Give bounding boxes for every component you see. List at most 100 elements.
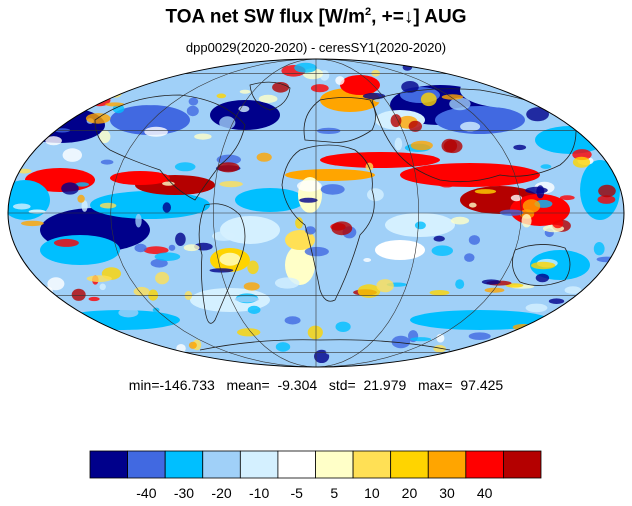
africa-coast [281,144,375,302]
flux-speckle [421,165,443,172]
south-america-coast [198,203,246,324]
colorbar-tick-label: -10 [249,485,269,501]
flux-blob [400,265,500,295]
flux-blob [320,152,440,168]
flux-speckle [186,105,199,117]
flux-speckle [219,252,241,266]
flux-speckle [510,194,522,202]
flux-speckle [188,341,197,349]
flux-speckle [468,235,480,245]
flux-speckle [598,184,616,198]
flux-blob [110,105,190,135]
min-value: -146.733 [159,377,215,393]
flux-speckle [367,188,384,202]
flux-speckle [505,283,524,288]
meridian-line [315,59,522,367]
flux-speckle [391,335,411,349]
flux-speckle [162,202,171,213]
flux-speckle [484,287,505,293]
flux-speckle [390,114,402,128]
flux-speckle [219,181,243,188]
flux-speckle [304,226,316,235]
plot-subtitle: dpp0029(2020-2020) - ceresSY1(2020-2020) [185,40,447,55]
flux-speckle [272,82,290,93]
flux-speckle [234,296,259,303]
flux-speckle [325,349,334,355]
flux-speckle [81,200,88,212]
flux-speckle [175,232,186,246]
flux-speckle [118,308,139,318]
colorbar-box [315,450,354,479]
flux-speckle [371,69,381,77]
flux-speckle [247,305,261,314]
europe-coast [303,97,376,143]
flux-speckle [314,349,330,363]
colorbar-labels: -40 -30 -20 -10 -5 5 10 20 30 40 [136,485,492,501]
flux-speckle [294,62,317,73]
flux-speckle [144,126,168,137]
colorbar-tick-label: -20 [211,485,231,501]
flux-speckle [174,162,196,172]
flux-speckle [481,279,501,285]
flux-speckle [304,78,321,83]
flux-speckle [168,244,176,251]
flux-speckle [128,250,137,262]
flux-speckle [258,94,278,103]
flux-blob [340,75,380,95]
flux-speckle [155,271,170,285]
flux-speckle [212,231,236,241]
north-america-coast [94,94,246,201]
colorbar-box [164,450,204,479]
flux-speckle [237,132,262,146]
flux-speckle [531,261,556,270]
flux-speckle [217,162,240,173]
flux-speckle [441,138,458,153]
flux-blob [90,191,210,219]
flux-speckle [112,260,135,268]
flux-speckle [420,92,437,107]
flux-speckle [597,195,616,204]
flux-speckle [216,93,227,99]
greenland-coast [249,81,291,111]
colorbar-box [427,450,467,479]
flux-speckle [105,102,125,107]
colorbar-box [390,450,429,479]
colorbar-tick-label: 20 [402,485,418,501]
flux-speckle [85,113,111,124]
flux-speckle [209,268,234,273]
flux-speckle [75,182,89,187]
flux-speckle [469,202,477,208]
flux-speckle [521,214,532,228]
flux-blob [285,245,315,285]
flux-speckle [61,182,79,195]
flux-speckle [219,130,242,136]
flux-speckle [408,120,422,132]
flux-speckle [525,186,548,194]
flux-speckle [21,220,44,227]
flux-speckle [297,180,322,192]
title-prefix: TOA net SW flux [W/m [165,6,366,28]
globe-outline [7,58,625,368]
antarctica-coast [199,339,451,351]
min-label: min= [128,377,160,393]
australia-coast [512,244,571,286]
flux-speckle [320,184,345,195]
flux-speckle [243,282,260,291]
flux-speckle [401,81,419,93]
flux-speckle [552,218,564,229]
graticule [8,59,624,367]
flux-speckle [77,194,85,203]
flux-speckle [410,337,432,342]
colorbar-box [277,450,316,479]
flux-speckle [363,258,372,262]
flux-speckle [429,290,450,296]
max-label: max= [417,377,453,393]
flux-speckle [12,203,31,210]
flux-speckle [431,245,453,256]
flux-speckle [572,149,592,161]
flux-speckle [572,156,591,168]
flux-speckle [262,245,278,252]
flux-blob [530,250,590,280]
